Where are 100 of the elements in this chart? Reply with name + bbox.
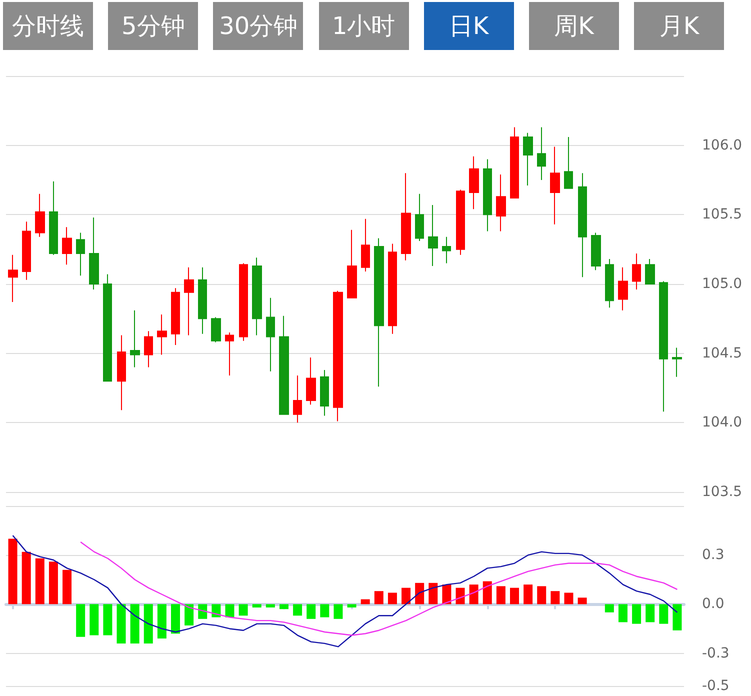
bar xyxy=(510,588,519,604)
line-series xyxy=(80,541,678,636)
bar xyxy=(238,604,248,616)
candlestick xyxy=(510,126,519,199)
category-label: 日K xyxy=(424,2,514,50)
y-tick-label: 105.0 xyxy=(702,276,742,292)
bar xyxy=(103,604,112,636)
category-label: 月K xyxy=(634,2,724,50)
y-tick-label: 0.3 xyxy=(702,547,724,564)
candlestick xyxy=(605,258,614,308)
bar xyxy=(279,604,288,610)
y-tick-label: -0.5 xyxy=(702,678,730,694)
bar xyxy=(347,604,356,608)
bar xyxy=(306,604,316,619)
bar xyxy=(225,604,234,618)
candlestick xyxy=(171,288,180,346)
bar xyxy=(442,584,452,604)
candlestick xyxy=(618,266,628,311)
bar xyxy=(144,604,153,644)
bar xyxy=(469,584,478,604)
candlestick xyxy=(361,218,370,272)
bar xyxy=(266,604,275,608)
candlestick xyxy=(388,243,397,334)
y-tick-label: 103.5 xyxy=(702,484,742,500)
candlestick xyxy=(672,347,682,378)
candlestick xyxy=(266,297,275,372)
bar xyxy=(496,586,506,604)
bar xyxy=(130,604,140,644)
bar xyxy=(646,604,655,622)
bar xyxy=(428,582,438,604)
y-tick-label: 104.0 xyxy=(702,414,742,431)
y-tick-label: -0.3 xyxy=(702,645,730,662)
candlestick xyxy=(374,238,384,388)
candlestick xyxy=(401,172,411,261)
bar xyxy=(90,604,99,636)
candlestick xyxy=(239,262,248,342)
bar xyxy=(293,604,302,616)
candlestick xyxy=(198,266,207,334)
candlestick xyxy=(62,226,72,266)
bar xyxy=(632,604,642,624)
candlestick xyxy=(293,375,302,424)
bar xyxy=(360,599,370,604)
candlestick xyxy=(469,156,479,210)
bar xyxy=(76,604,86,637)
candlestick xyxy=(8,254,18,303)
bar xyxy=(374,591,384,604)
bar xyxy=(320,604,330,618)
candlestick xyxy=(306,356,316,406)
candlestick xyxy=(103,274,112,382)
candlestick xyxy=(35,193,45,238)
candlestick xyxy=(252,257,262,336)
candlestick xyxy=(537,126,546,180)
bar xyxy=(48,562,58,604)
candlestick xyxy=(442,236,451,264)
candlestick xyxy=(49,180,58,256)
bar xyxy=(564,592,574,604)
y-tick-label: 0.0 xyxy=(702,596,724,612)
candlestick xyxy=(117,334,126,411)
bar xyxy=(524,584,533,604)
bar xyxy=(537,586,546,604)
bar xyxy=(388,592,397,604)
y-tick-label: 105.5 xyxy=(702,206,742,223)
category-label: 5分钟 xyxy=(108,2,198,50)
candlestick xyxy=(428,204,438,266)
bar xyxy=(578,598,587,604)
candlestick xyxy=(76,232,85,276)
candlestick xyxy=(320,369,329,416)
candlestick xyxy=(496,174,506,232)
bar xyxy=(116,604,126,644)
candlestick xyxy=(591,232,601,271)
bar xyxy=(212,604,221,618)
bar xyxy=(334,604,343,619)
bar xyxy=(618,604,628,622)
candlestick xyxy=(225,332,234,376)
candlestick xyxy=(550,146,560,225)
y-tick-label: 104.5 xyxy=(702,345,742,362)
bar xyxy=(550,591,560,604)
bar xyxy=(402,588,411,604)
candlestick xyxy=(347,229,357,298)
candlestick xyxy=(22,221,31,280)
bar xyxy=(35,558,44,604)
bar xyxy=(672,604,682,630)
bar xyxy=(184,604,194,626)
candlestick xyxy=(578,172,587,278)
bar xyxy=(62,570,72,604)
bar xyxy=(8,538,18,604)
bar xyxy=(157,604,166,639)
bar xyxy=(22,552,31,604)
y-tick-label: 106.0 xyxy=(702,137,742,154)
bar xyxy=(171,604,180,634)
candlestick xyxy=(645,258,655,284)
candlestick xyxy=(415,193,424,242)
bar xyxy=(604,604,614,612)
bar xyxy=(415,582,424,604)
candlestick xyxy=(483,158,492,232)
bar xyxy=(198,604,208,619)
line-series xyxy=(12,534,678,648)
candlestick xyxy=(184,266,194,336)
category-label: 周K xyxy=(529,2,619,50)
bar xyxy=(482,581,492,604)
